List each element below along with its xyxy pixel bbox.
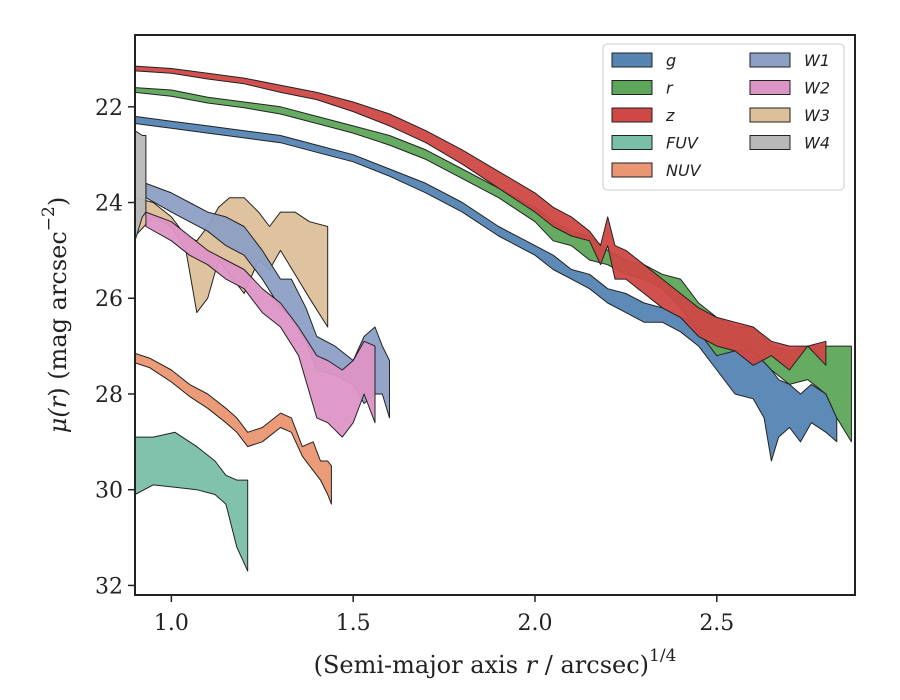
legend-label-w3: W3 xyxy=(804,106,830,125)
band-nuv xyxy=(135,352,332,505)
band-fuv xyxy=(135,431,249,572)
y-tick-label: 24 xyxy=(95,192,123,217)
legend-swatch-fuv xyxy=(611,135,653,150)
legend-label-w4: W4 xyxy=(804,134,830,153)
band-w1 xyxy=(145,182,390,419)
legend-swatch-nuv xyxy=(611,162,653,178)
legend-swatch-r xyxy=(611,80,653,95)
legend-swatch-g xyxy=(611,52,653,68)
y-tick-label: 32 xyxy=(95,574,123,599)
x-axis-ticks: 1.0 1.5 2.0 2.5 xyxy=(154,595,734,636)
legend-label-w1: W1 xyxy=(804,51,830,70)
legend-swatch-w1 xyxy=(749,52,791,68)
band-g xyxy=(135,115,838,462)
band-z xyxy=(135,65,827,371)
y-tick-label: 26 xyxy=(95,287,123,312)
y-axis-ticks: 22 24 26 28 30 32 xyxy=(95,96,135,599)
y-tick-label: 22 xyxy=(95,96,123,121)
y-tick-label: 30 xyxy=(95,479,123,504)
legend-swatch-z xyxy=(611,107,653,123)
x-tick-label: 1.5 xyxy=(336,611,371,636)
legend-label-nuv: NUV xyxy=(666,161,702,180)
y-tick-label: 28 xyxy=(95,383,123,408)
legend-swatch-w3 xyxy=(749,107,791,123)
x-tick-label: 2.0 xyxy=(518,611,553,636)
plot-frame xyxy=(134,34,856,596)
legend-swatch-w4 xyxy=(749,135,791,150)
legend-label-g: g xyxy=(666,51,676,70)
band-w4 xyxy=(135,130,147,242)
x-tick-label: 1.0 xyxy=(154,611,189,636)
legend-label-fuv: FUV xyxy=(666,134,699,153)
band-w2 xyxy=(145,211,376,438)
legend-swatch-w2 xyxy=(749,80,791,95)
legend-label-z: z xyxy=(665,106,675,125)
y-axis-title: μ(r) (mag arcsec−2) xyxy=(39,197,72,434)
band-areas xyxy=(135,65,852,572)
legend: grz FUV NUV W1 W2 W3 W4 xyxy=(602,43,845,191)
x-axis-title: (Semi-major axis r / arcsec)1/4 xyxy=(314,646,677,679)
legend-label-r: r xyxy=(666,79,674,98)
x-tick-label: 2.5 xyxy=(699,611,734,636)
legend-label-w2: W2 xyxy=(804,79,830,98)
